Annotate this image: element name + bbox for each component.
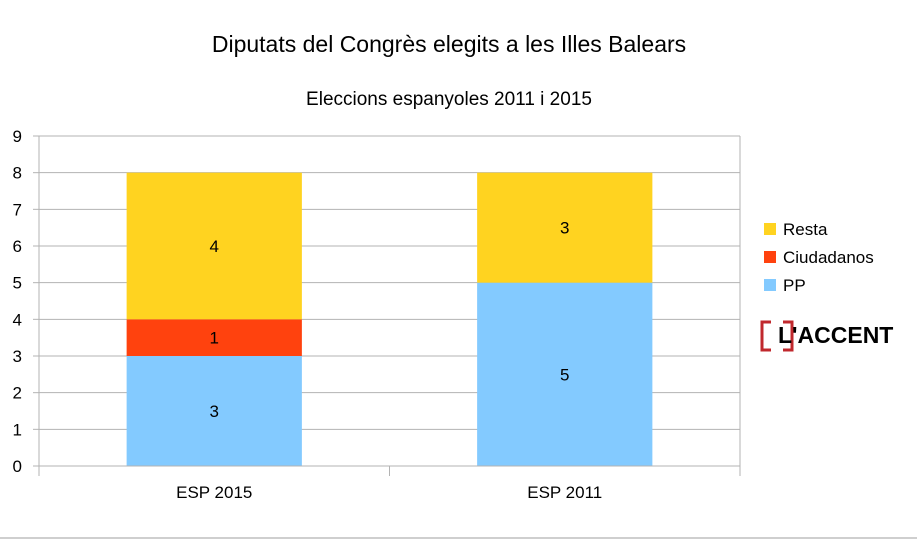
y-tick-label: 5 bbox=[13, 274, 22, 293]
chart-subtitle: Eleccions espanyoles 2011 i 2015 bbox=[306, 89, 592, 110]
y-tick-label: 9 bbox=[13, 127, 22, 146]
data-label: 1 bbox=[210, 329, 219, 348]
legend-label: Ciudadanos bbox=[783, 248, 874, 267]
data-label: 3 bbox=[560, 219, 569, 238]
legend-swatch-ciudadanos bbox=[764, 251, 776, 263]
x-tick-label: ESP 2011 bbox=[527, 483, 602, 502]
bar-resta bbox=[477, 172, 653, 283]
data-label: 4 bbox=[210, 237, 219, 256]
legend-label: Resta bbox=[783, 220, 828, 239]
logo-bracket-right bbox=[783, 320, 794, 352]
bar-ciudadanos bbox=[126, 319, 302, 356]
y-tick-label: 1 bbox=[13, 420, 22, 439]
bar-resta bbox=[126, 172, 302, 320]
y-tick-label: 2 bbox=[13, 384, 22, 403]
logo-text: L'ACCENT bbox=[778, 322, 893, 348]
y-tick-label: 0 bbox=[13, 457, 22, 476]
bar-pp bbox=[477, 282, 653, 466]
legend-swatch-resta bbox=[764, 223, 776, 235]
y-tick-label: 6 bbox=[13, 237, 22, 256]
x-tick-label: ESP 2015 bbox=[176, 483, 252, 502]
legend-swatch-pp bbox=[764, 279, 776, 291]
y-tick-label: 7 bbox=[13, 200, 22, 219]
plot-area: 0 1 2 3 4 5 6 7 8 9 3 1 4 ESP 2015 5 3 ESP 2011 bbox=[13, 127, 741, 502]
y-tick-label: 4 bbox=[13, 310, 22, 329]
legend: Resta Ciudadanos PP bbox=[764, 220, 874, 295]
bar-pp bbox=[126, 356, 302, 466]
chart-title: Diputats del Congrès elegits a les Illes… bbox=[212, 31, 686, 57]
legend-label: PP bbox=[783, 276, 806, 295]
y-tick-label: 3 bbox=[13, 347, 22, 366]
bottom-divider bbox=[0, 537, 917, 539]
logo-bracket-left bbox=[760, 320, 771, 352]
data-label: 3 bbox=[210, 402, 219, 421]
data-label: 5 bbox=[560, 365, 569, 384]
logo: L'ACCENT bbox=[760, 320, 893, 352]
y-tick-label: 8 bbox=[13, 164, 22, 183]
